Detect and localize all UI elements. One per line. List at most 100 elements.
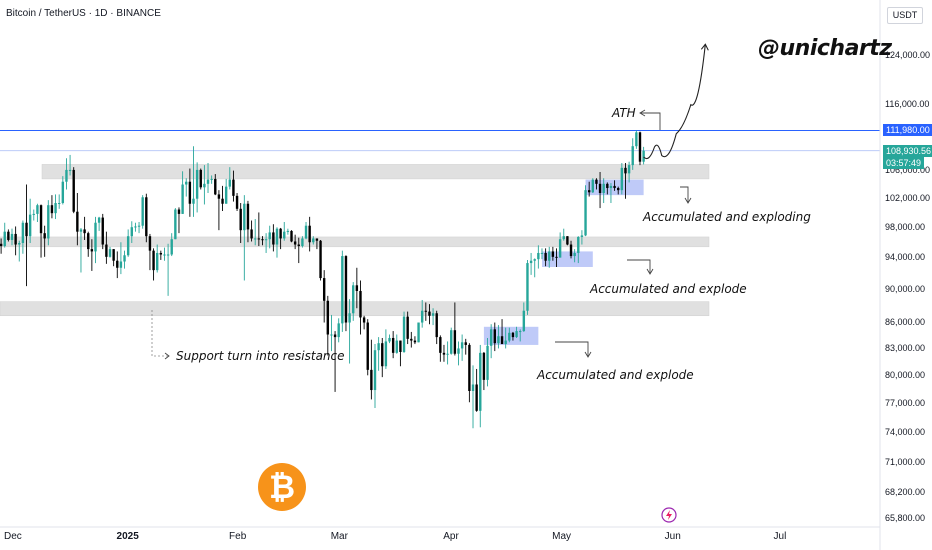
candle[interactable] [272,232,275,245]
candle[interactable] [504,340,507,345]
candle[interactable] [221,198,224,204]
candle[interactable] [624,167,627,174]
candle[interactable] [551,251,555,257]
candle[interactable] [352,285,355,314]
candle[interactable] [322,278,326,301]
candle[interactable] [308,225,311,243]
candle[interactable] [468,344,471,391]
candle[interactable] [290,230,293,242]
candle[interactable] [105,244,108,257]
candle[interactable] [464,342,467,345]
resistance-zone[interactable] [0,236,710,248]
candle[interactable] [39,205,43,234]
candle[interactable] [384,341,388,367]
candle[interactable] [159,252,163,255]
candle[interactable] [580,235,584,237]
candle[interactable] [479,352,482,411]
candle[interactable] [57,203,61,205]
candle[interactable] [489,329,493,346]
candle[interactable] [341,256,344,324]
candle[interactable] [366,322,369,370]
currency-button[interactable]: USDT [887,7,923,24]
candle[interactable] [548,251,551,261]
candle[interactable] [337,323,340,338]
candle[interactable] [181,184,184,214]
candle[interactable] [123,255,126,262]
candle[interactable] [555,256,558,258]
candle[interactable] [515,331,518,338]
candle[interactable] [442,352,446,355]
candle[interactable] [170,239,173,255]
candle[interactable] [355,285,359,291]
candle[interactable] [602,183,605,193]
candle[interactable] [569,244,573,257]
candle[interactable] [130,227,133,237]
candle[interactable] [319,240,322,279]
candle[interactable] [333,334,337,338]
candle[interactable] [457,348,460,354]
candle[interactable] [475,384,478,411]
candle[interactable] [94,222,97,252]
candle[interactable] [246,203,250,230]
candle[interactable] [406,316,409,339]
candle[interactable] [519,331,522,333]
candle[interactable] [591,179,594,193]
candle[interactable] [101,217,104,245]
candle[interactable] [206,179,210,184]
candle[interactable] [297,244,300,247]
candle[interactable] [18,243,21,245]
candle[interactable] [315,238,319,241]
candle[interactable] [177,209,181,214]
candle[interactable] [413,340,417,343]
resistance-zone[interactable] [41,164,710,180]
candle[interactable] [250,229,253,239]
candle[interactable] [482,352,486,380]
candle[interactable] [529,260,533,264]
candle[interactable] [14,233,17,245]
candle[interactable] [10,233,14,240]
candle[interactable] [446,353,449,355]
candle[interactable] [54,203,57,214]
candle[interactable] [192,198,195,204]
candle[interactable] [79,229,83,232]
candle[interactable] [635,132,638,147]
candle[interactable] [486,345,489,380]
candle[interactable] [239,208,242,231]
candle[interactable] [638,132,642,162]
candle[interactable] [587,190,591,193]
candle[interactable] [90,249,94,252]
candle[interactable] [254,238,257,240]
candle[interactable] [420,310,424,323]
candle[interactable] [232,179,235,196]
candle[interactable] [119,261,123,268]
candle[interactable] [439,337,442,353]
candle[interactable] [83,229,86,234]
candle[interactable] [526,263,529,311]
candle[interactable] [566,236,569,245]
candle[interactable] [72,169,75,212]
candle[interactable] [533,259,536,261]
candle[interactable] [97,217,101,223]
candle[interactable] [152,250,155,271]
candle[interactable] [286,230,290,232]
candle[interactable] [188,181,192,204]
candle[interactable] [312,238,315,243]
candle[interactable] [174,209,177,240]
candle[interactable] [362,317,366,323]
candle[interactable] [50,205,54,214]
resistance-zone[interactable] [0,301,710,317]
candle[interactable] [537,252,540,260]
candle[interactable] [410,338,413,341]
candle[interactable] [471,384,475,391]
candle[interactable] [388,337,391,342]
candle[interactable] [344,256,348,323]
candle[interactable] [28,214,32,237]
candle[interactable] [540,252,544,254]
candle[interactable] [279,228,282,239]
candle[interactable] [137,225,141,227]
candle[interactable] [257,238,261,240]
candle[interactable] [381,343,384,367]
candle[interactable] [217,194,221,199]
candle[interactable] [450,330,453,354]
